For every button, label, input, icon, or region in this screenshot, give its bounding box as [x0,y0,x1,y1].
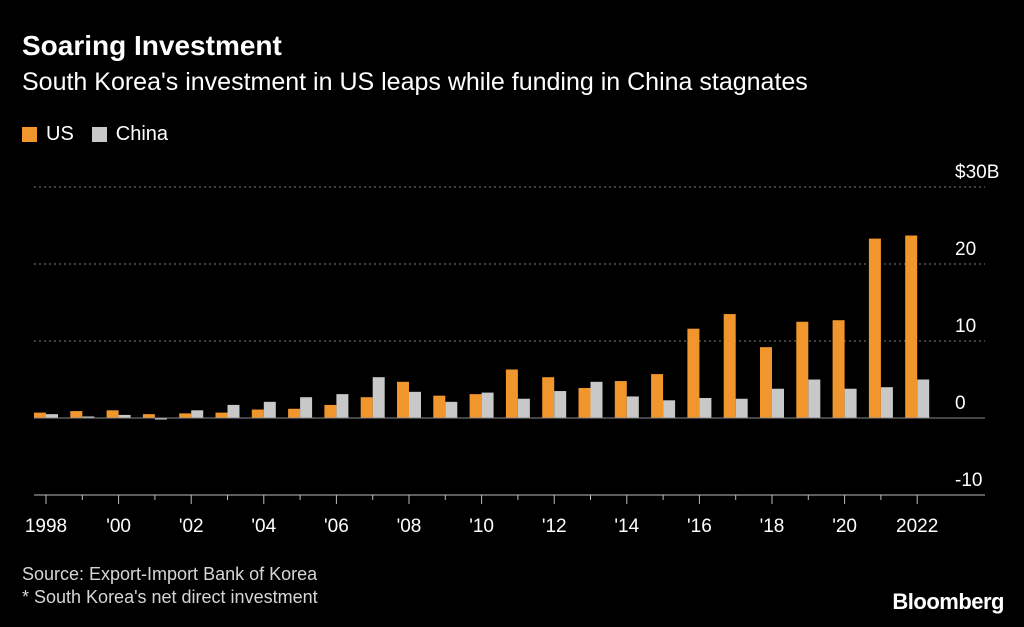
bar-china [808,379,821,418]
bar-china [372,377,385,418]
bar-china [118,414,131,418]
x-tick-label: '08 [397,516,422,537]
bar-us [542,377,555,418]
bar-us [832,320,845,418]
bar-us [796,321,809,418]
bar-us [360,397,373,418]
bar-us [868,238,881,418]
bar-us [687,328,700,418]
bar-us [433,395,446,418]
bar-us [106,410,119,418]
x-tick-label: '00 [106,516,131,537]
bar-china [917,379,930,418]
bar-us [70,411,83,418]
legend: US China [22,123,186,146]
source-note: Source: Export-Import Bank of Korea [22,564,318,584]
footnote: * South Korea's net direct investment [22,587,318,607]
bar-us [288,408,301,418]
legend-item-us: US [22,123,74,146]
bar-china [735,398,748,418]
bar-us [179,413,192,418]
x-tick-label: '04 [251,516,276,537]
bar-china [772,388,784,418]
y-tick-label: 20 [955,239,976,260]
y-tick-label: 0 [955,393,966,414]
chart-subtitle: South Korea's investment in US leaps whi… [22,68,808,96]
bar-us [142,414,155,418]
x-tick-label: 1998 [25,516,67,537]
y-tick-label: -10 [955,470,982,491]
legend-label-china: China [115,123,169,145]
x-tick-label: '06 [324,516,349,537]
legend-label-us: US [46,123,74,145]
bar-china [191,410,204,418]
x-tick-label: '20 [832,516,857,537]
bar-china [844,388,857,418]
bar-china [409,391,421,418]
bar-china [699,397,712,418]
chart-title: Soaring Investment [22,30,282,61]
bar-us [251,409,264,418]
bloomberg-logo: Bloomberg [892,589,1004,614]
bar-us [651,374,664,418]
legend-swatch-china [91,127,107,142]
bar-us [760,347,772,418]
bar-china [300,397,313,418]
bar-us [397,381,409,418]
bar-china [82,416,95,418]
x-tick-label: '16 [687,516,712,537]
bar-china [517,398,530,418]
bar-china [227,404,240,418]
x-tick-label: '02 [179,516,204,537]
y-tick-label: 10 [955,316,976,337]
x-tick-label: '18 [760,516,785,537]
bar-us [614,381,627,418]
bar-china [590,381,603,418]
bar-china [263,401,276,418]
bar-china [154,418,167,420]
x-tick-label: 2022 [896,516,938,537]
bar-us [505,369,518,418]
bar-china [46,414,58,418]
bar-us [324,404,337,418]
y-tick-label: $30B [955,162,999,183]
bar-us [723,314,736,418]
bar-china [481,392,494,418]
legend-item-china: China [91,123,169,146]
x-tick-label: '10 [469,516,494,537]
x-tick-label: '12 [542,516,567,537]
bar-us [215,412,228,418]
bar-china [626,396,639,418]
bar-china [445,401,458,418]
legend-swatch-us [22,127,37,142]
x-tick-label: '14 [614,516,639,537]
bar-us [578,387,591,418]
bar-china [663,400,676,418]
bar-us [905,235,918,418]
bar-china [880,387,893,418]
bar-china [554,391,567,418]
bar-us [469,394,482,418]
bar-us [34,412,46,418]
bar-china [336,394,349,418]
